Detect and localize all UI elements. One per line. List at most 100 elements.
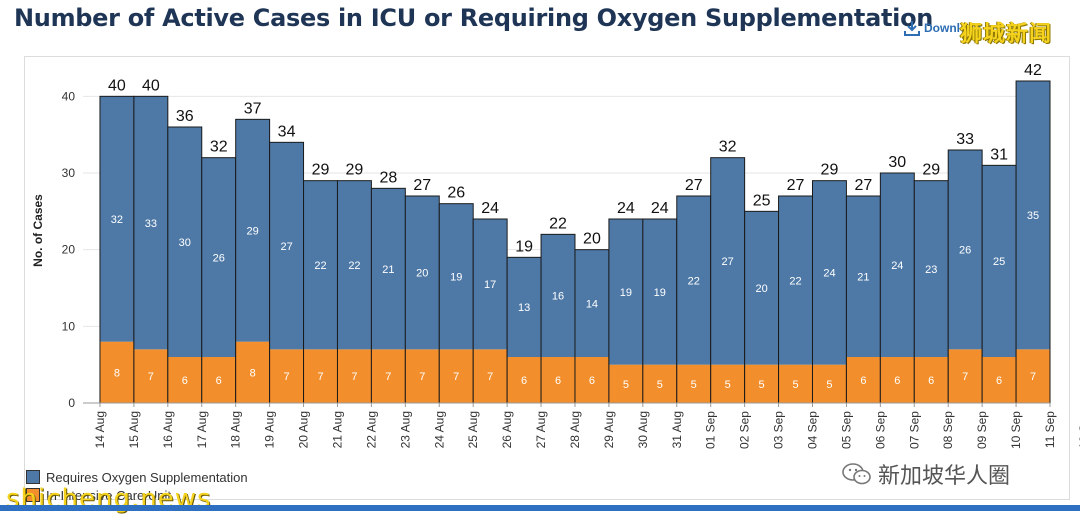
- data-label-total: 27: [413, 177, 431, 194]
- bar-segment-icu: [201, 357, 236, 403]
- bar-segment-oxygen: [201, 157, 236, 357]
- data-label-icu: 7: [419, 371, 425, 383]
- download-button[interactable]: Download: [904, 20, 981, 36]
- data-label-oxygen: 22: [789, 275, 801, 287]
- data-label-oxygen: 19: [620, 287, 632, 299]
- data-label-oxygen: 24: [823, 268, 835, 280]
- data-label-oxygen: 22: [688, 275, 700, 287]
- data-label-icu: 7: [351, 371, 357, 383]
- data-label-icu: 6: [216, 375, 222, 387]
- bar-segment-icu: [337, 349, 372, 403]
- chart: 0 10 20 30 40 No. of Cases 8 32 40 7 33 40 6 30 36 6 26 3…: [31, 62, 1080, 449]
- x-tick-label: 03 Sep: [772, 411, 786, 449]
- bar-segment-icu: [744, 364, 779, 403]
- bar-segment-icu: [608, 364, 643, 403]
- bar-segment-oxygen: [642, 219, 677, 365]
- data-label-oxygen: 20: [416, 268, 428, 280]
- bar-segment-oxygen: [371, 188, 406, 350]
- watermark-bottom-right-text: 新加坡华人圈: [878, 463, 1011, 488]
- data-label-total: 19: [515, 238, 533, 255]
- data-label-oxygen: 14: [586, 298, 598, 310]
- watermark-bottom-right: 新加坡华人圈: [842, 458, 1010, 490]
- data-label-icu: 6: [996, 375, 1002, 387]
- legend-item-icu[interactable]: In Intensive Care Unit: [26, 486, 248, 504]
- bar-segment-oxygen: [846, 196, 881, 357]
- chart-frame: [24, 56, 1070, 500]
- watermark-top-right: 狮城新闻: [960, 21, 1053, 46]
- bar-segment-oxygen: [948, 150, 983, 350]
- data-label-total: 28: [379, 169, 397, 186]
- data-label-icu: 7: [487, 371, 493, 383]
- x-tick-label: 24 Aug: [432, 411, 446, 448]
- data-label-oxygen: 27: [280, 241, 292, 253]
- data-label-icu: 5: [623, 379, 629, 391]
- legend-label-icu: In Intensive Care Unit: [46, 487, 172, 503]
- data-label-total: 29: [922, 162, 940, 179]
- data-label-icu: 8: [114, 367, 120, 379]
- data-label-oxygen: 26: [213, 252, 225, 264]
- download-label: Download: [924, 21, 982, 35]
- data-label-icu: 6: [182, 375, 188, 387]
- data-label-oxygen: 21: [857, 272, 869, 284]
- bar-segment-icu: [507, 357, 542, 403]
- x-tick-label: 01 Sep: [704, 411, 718, 449]
- data-label-oxygen: 33: [145, 218, 157, 230]
- bar-segment-oxygen: [303, 180, 338, 350]
- bar-segment-oxygen: [337, 180, 372, 350]
- data-label-total: 29: [346, 162, 364, 179]
- x-tick-label: 18 Aug: [229, 411, 243, 448]
- data-label-icu: 5: [657, 379, 663, 391]
- x-tick-label: 25 Aug: [466, 411, 480, 448]
- bar-segment-oxygen: [235, 119, 270, 342]
- data-label-oxygen: 27: [722, 256, 734, 268]
- bar-segment-oxygen: [744, 211, 779, 365]
- data-label-total: 26: [447, 185, 465, 202]
- y-tick-label: 10: [62, 319, 76, 333]
- x-tick-label: 22 Aug: [364, 411, 378, 448]
- bar-segment-icu: [133, 349, 168, 403]
- legend-swatch-oxygen: [26, 470, 40, 484]
- data-label-oxygen: 24: [891, 260, 903, 272]
- x-tick-label: 09 Sep: [975, 411, 989, 449]
- bar-segment-oxygen: [914, 180, 949, 357]
- x-tick-label: 16 Aug: [161, 411, 175, 448]
- x-tick-label: 15 Aug: [127, 411, 141, 448]
- bar-segment-icu: [167, 357, 202, 403]
- bar-segment-icu: [235, 341, 270, 403]
- legend: Requires Oxygen Supplementation In Inten…: [26, 468, 248, 504]
- data-label-icu: 5: [826, 379, 832, 391]
- bar-segment-oxygen: [778, 196, 813, 365]
- x-tick-label: 17 Aug: [195, 411, 209, 448]
- data-label-icu: 6: [589, 375, 595, 387]
- data-label-icu: 5: [725, 379, 731, 391]
- data-label-oxygen: 30: [179, 237, 191, 249]
- download-icon: [904, 21, 920, 36]
- x-tick-label: 10 Sep: [1009, 411, 1023, 449]
- data-label-total: 32: [719, 139, 737, 156]
- bar-segment-icu: [405, 349, 440, 403]
- data-label-total: 20: [583, 231, 601, 248]
- data-label-icu: 5: [691, 379, 697, 391]
- bar-segment-icu: [303, 349, 338, 403]
- data-label-total: 40: [142, 77, 160, 94]
- x-tick-label: 21 Aug: [330, 411, 344, 448]
- bar-segment-oxygen: [269, 142, 304, 350]
- data-label-icu: 6: [555, 375, 561, 387]
- data-label-total: 37: [244, 100, 262, 117]
- legend-item-oxygen[interactable]: Requires Oxygen Supplementation: [26, 468, 248, 486]
- data-label-icu: 7: [385, 371, 391, 383]
- bar-segment-icu: [982, 357, 1017, 403]
- y-axis-title: No. of Cases: [31, 194, 45, 267]
- bottom-accent-bar: [0, 505, 1080, 511]
- bar-segment-icu: [642, 364, 677, 403]
- data-label-icu: 7: [453, 371, 459, 383]
- x-tick-label: 08 Sep: [941, 411, 955, 449]
- x-tick-label: 20 Aug: [297, 411, 311, 448]
- data-label-total: 32: [210, 139, 228, 156]
- data-label-oxygen: 21: [382, 264, 394, 276]
- bar-segment-icu: [1016, 349, 1050, 403]
- bar-segment-oxygen: [676, 196, 711, 365]
- data-label-icu: 6: [860, 375, 866, 387]
- legend-label-oxygen: Requires Oxygen Supplementation: [46, 469, 248, 485]
- data-label-icu: 6: [521, 375, 527, 387]
